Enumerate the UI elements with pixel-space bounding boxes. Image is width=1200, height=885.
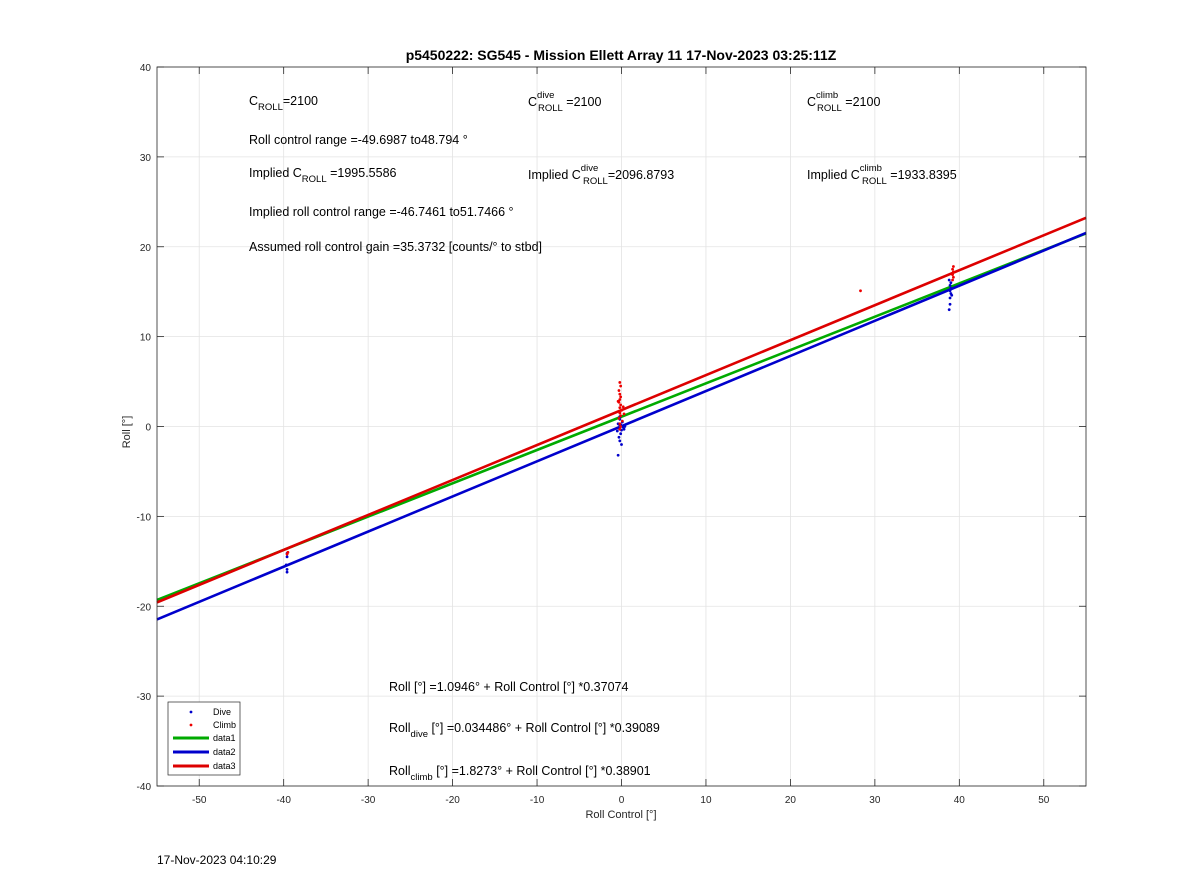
data-point-climb	[618, 398, 622, 401]
legend-label-dive: Dive	[213, 707, 231, 717]
x-tick-label: 0	[619, 795, 625, 806]
data-point-dive	[949, 281, 953, 285]
legend-marker-dive	[189, 710, 193, 714]
data-point-climb	[618, 427, 622, 431]
data-point-dive	[285, 555, 289, 559]
data-point-dive	[947, 278, 951, 282]
legend-label-data2: data2	[213, 747, 236, 757]
data-point-climb	[952, 275, 955, 279]
annot-implied-c-roll-climb: Implied Cclimb ROLL =1933.8395	[807, 163, 957, 187]
annot-roll-control-range: Roll control range =-49.6987 to48.794 °	[249, 133, 468, 147]
legend-marker-climb	[189, 723, 193, 727]
y-tick-label: 0	[145, 423, 151, 434]
data-point-dive	[285, 568, 289, 571]
data-point-climb	[616, 399, 620, 403]
data-point-climb	[620, 419, 624, 423]
data-point-dive	[948, 289, 952, 293]
y-tick-label: 30	[140, 153, 152, 164]
annot-implied-c-roll-dive: Implied Cdive ROLL=2096.8793	[528, 163, 674, 187]
data-point-climb	[952, 270, 955, 274]
data-point-climb	[951, 278, 954, 282]
plot-marks	[156, 216, 1087, 621]
data-point-climb	[618, 411, 622, 415]
x-tick-label: -10	[530, 795, 545, 806]
legend-label-data1: data1	[213, 733, 236, 743]
data-point-dive	[617, 435, 621, 439]
y-tick-label: 20	[140, 243, 152, 254]
y-tick-label: -10	[137, 512, 152, 523]
x-tick-label: 50	[1038, 795, 1050, 806]
data-point-climb	[619, 384, 623, 388]
data-point-climb	[619, 395, 623, 399]
y-tick-label: 40	[140, 63, 152, 74]
x-tick-label: -40	[276, 795, 291, 806]
data-point-dive	[616, 453, 620, 457]
legend-label-climb: Climb	[213, 720, 236, 730]
data-point-dive	[947, 308, 951, 312]
data-point-climb	[286, 550, 290, 554]
x-tick-label: 10	[700, 795, 712, 806]
annot-fit-climb: Rollclimb [°] =1.8273° + Roll Control [°…	[389, 764, 651, 783]
x-tick-label: 20	[785, 795, 797, 806]
data-point-dive	[284, 563, 288, 567]
axes-box	[156, 66, 1087, 787]
x-tick-label: 40	[954, 795, 966, 806]
data-point-climb	[620, 408, 623, 412]
data-point-climb	[621, 405, 625, 409]
data-point-climb	[622, 412, 626, 416]
annot-c-roll-dive: Cdive ROLL =2100	[528, 90, 601, 114]
annot-gain: Assumed roll control gain =35.3732 [coun…	[249, 240, 542, 254]
data-point-dive	[948, 302, 952, 306]
x-tick-label: -50	[192, 795, 207, 806]
data-point-dive	[948, 296, 952, 300]
data-point-climb	[952, 265, 955, 268]
annot-c-roll: CROLL=2100	[249, 94, 318, 113]
data-point-climb	[618, 392, 622, 396]
x-tick-label: -20	[445, 795, 460, 806]
data-point-climb	[618, 406, 622, 410]
y-tick-label: -30	[137, 692, 152, 703]
x-tick-label: -30	[361, 795, 376, 806]
y-tick-label: -20	[137, 602, 152, 613]
data-point-dive	[619, 432, 623, 436]
annot-implied-c-roll: Implied CROLL =1995.5586	[249, 166, 397, 185]
data-point-climb	[859, 289, 862, 293]
data-point-climb	[619, 403, 623, 407]
data-point-climb	[619, 425, 623, 428]
data-point-dive	[615, 429, 619, 433]
legend-label-data3: data3	[213, 761, 236, 771]
data-point-climb	[619, 414, 623, 418]
y-axis-label: Roll [°]	[121, 416, 133, 449]
x-tick-label: 30	[869, 795, 881, 806]
annot-c-roll-climb: Cclimb ROLL =2100	[807, 90, 880, 114]
data-point-dive	[950, 293, 954, 297]
y-tick-label: -40	[137, 782, 152, 793]
data-point-climb	[951, 267, 954, 271]
x-ticks: -50 -40 -30 -20 -10 0 10 20 30 40 50	[192, 67, 1050, 806]
y-tick-label: 10	[140, 333, 152, 344]
x-axis-label: Roll Control [°]	[585, 809, 656, 821]
annot-fit-all: Roll [°] =1.0946° + Roll Control [°] *0.…	[389, 680, 628, 694]
data-point-dive	[620, 443, 623, 446]
data-point-dive	[618, 439, 622, 443]
annot-implied-range: Implied roll control range =-46.7461 to5…	[249, 205, 514, 219]
data-point-climb	[951, 273, 954, 277]
legend: Dive Climb data1 data2 data3	[167, 701, 241, 776]
data-point-climb	[617, 389, 621, 392]
data-point-dive	[949, 286, 953, 290]
data-point-climb	[617, 417, 621, 420]
data-point-climb	[618, 381, 622, 384]
footer-timestamp: 17-Nov-2023 04:10:29	[157, 853, 277, 867]
data-point-dive	[948, 283, 952, 287]
data-point-dive	[622, 427, 626, 431]
data-point-climb	[618, 422, 622, 426]
chart-title: p5450222: SG545 - Mission Ellett Array 1…	[406, 47, 837, 63]
data-point-dive	[285, 570, 289, 574]
annot-fit-dive: Rolldive [°] =0.034486° + Roll Control […	[389, 721, 660, 740]
data-point-dive	[623, 425, 627, 428]
